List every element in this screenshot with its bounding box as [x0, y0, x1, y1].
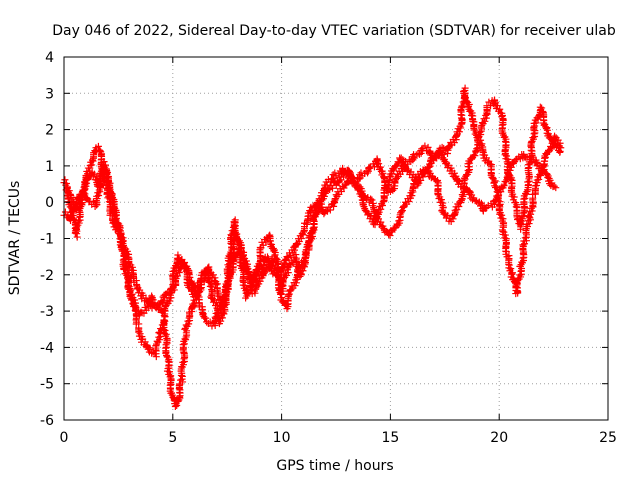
series-track-b — [60, 96, 564, 330]
y-tick-label: -1 — [40, 232, 54, 248]
y-tick-label: 0 — [45, 195, 54, 211]
y-tick-label: -3 — [40, 304, 54, 320]
data-points-track-b — [60, 96, 564, 330]
y-tick-label: -6 — [40, 413, 54, 429]
x-axis-label: GPS time / hours — [276, 458, 393, 474]
series-track-c — [62, 147, 560, 321]
y-tick-label: -2 — [40, 268, 54, 284]
y-tick-label: 2 — [45, 123, 54, 139]
x-tick-label: 20 — [490, 430, 508, 446]
x-tick-label: 15 — [381, 430, 399, 446]
series-track-a — [60, 84, 565, 410]
data-points-track-a — [60, 84, 565, 410]
series-layer — [60, 84, 565, 410]
y-tick-label: 3 — [45, 86, 54, 102]
y-tick-label: -5 — [40, 377, 54, 393]
x-ticks: 0 5 10 15 20 25 — [60, 57, 617, 446]
data-points-track-c — [62, 147, 560, 321]
y-tick-label: 4 — [45, 50, 54, 66]
x-tick-label: 0 — [60, 430, 69, 446]
y-tick-label: -4 — [40, 340, 54, 356]
y-tick-label: 1 — [45, 159, 54, 175]
x-tick-label: 25 — [599, 430, 617, 446]
y-axis-label: SDTVAR / TECUs — [7, 181, 23, 296]
x-tick-label: 5 — [168, 430, 177, 446]
y-ticks: -6 -5 -4 -3 -2 -1 0 1 2 3 4 — [40, 50, 608, 429]
x-tick-label: 10 — [273, 430, 291, 446]
chart-title: Day 046 of 2022, Sidereal Day-to-day VTE… — [52, 23, 616, 39]
